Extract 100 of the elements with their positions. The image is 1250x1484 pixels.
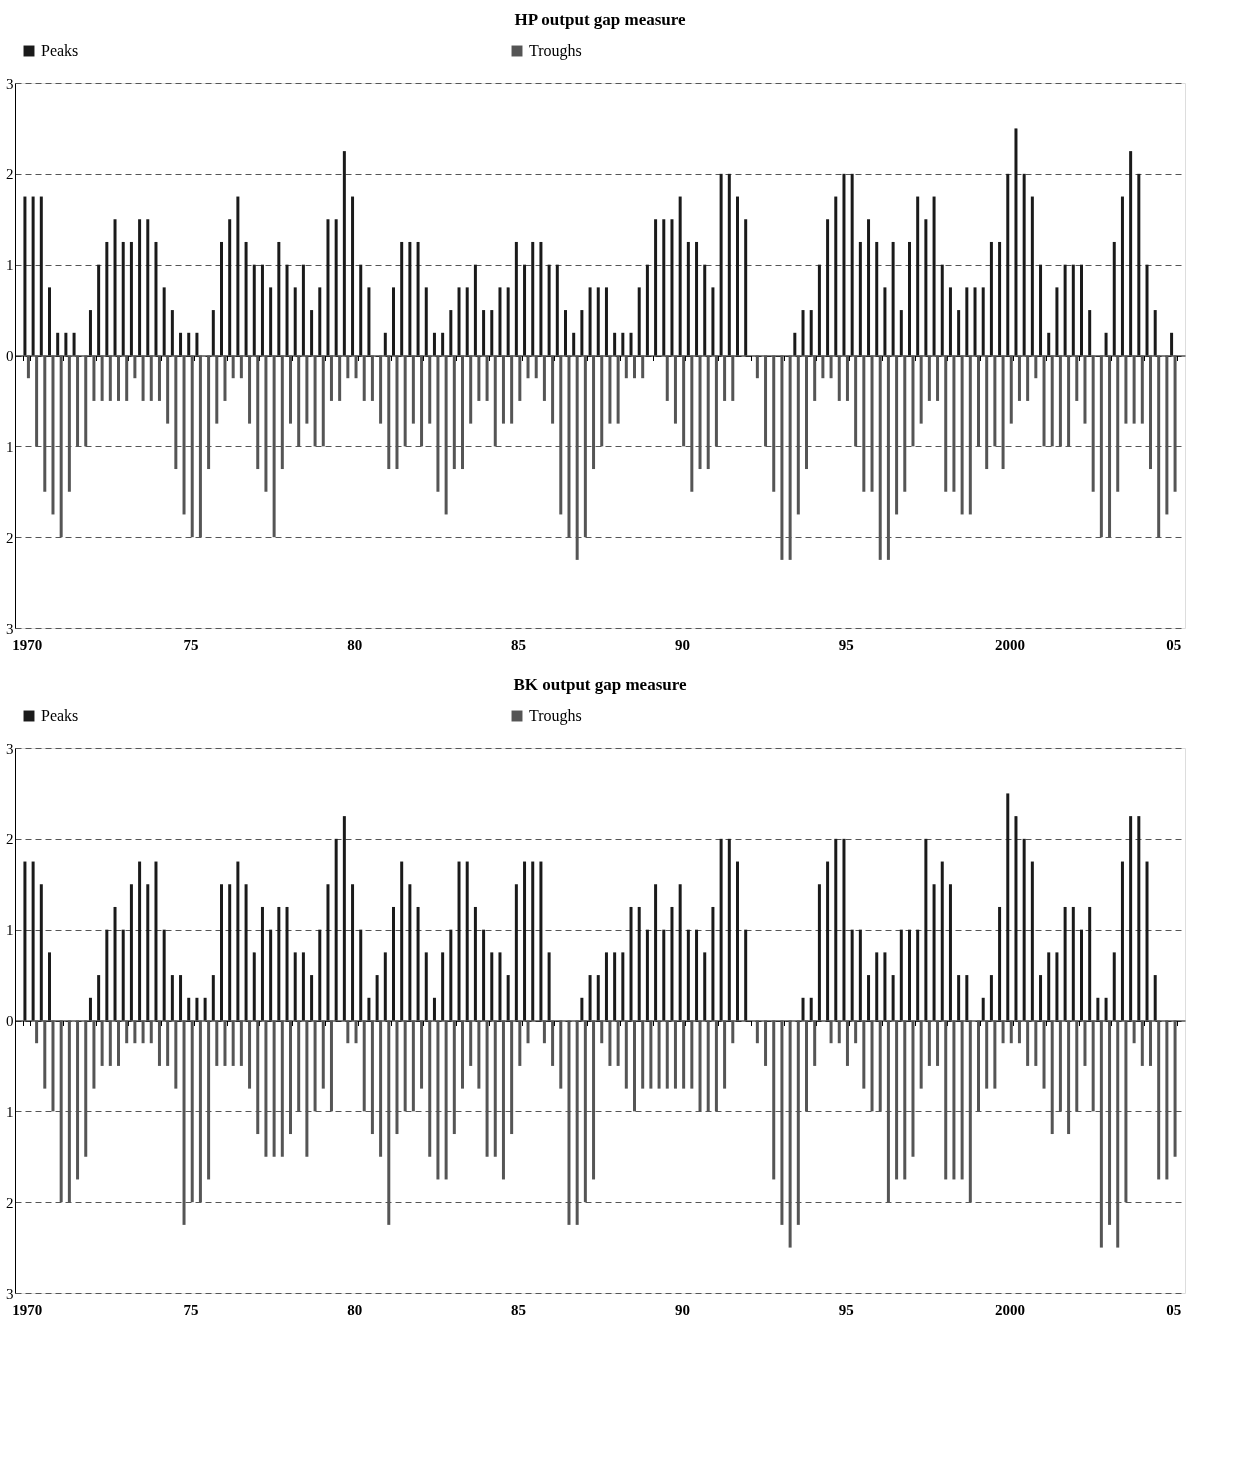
bar [633,1020,636,1112]
bar [1096,997,1100,1021]
bar [809,310,813,356]
bar [1014,128,1018,356]
y-tick-label: 3 [6,620,14,637]
bar [547,264,551,356]
bar [703,952,707,1021]
bar [105,241,109,356]
bar [764,1020,768,1066]
bar [908,929,911,1021]
bar [649,1020,653,1089]
chart-title: HP output gap measure [514,10,687,29]
bar [514,241,518,356]
bar [43,1020,47,1089]
y-tick-label: 0 [6,1013,14,1029]
bar [346,1020,350,1044]
bar [613,952,617,1021]
bar [108,355,112,401]
x-tick-label: 95 [838,1301,854,1318]
bar [645,264,649,356]
bar [239,355,243,379]
x-tick-label: 1970 [12,1301,43,1318]
bar [285,264,289,356]
bar [1170,332,1174,356]
bar [351,884,355,1021]
bar [1140,1020,1144,1066]
bar [441,332,445,356]
bar [891,975,895,1021]
bar [993,355,997,447]
y-tick-label: 1 [6,257,14,274]
bar [179,332,183,356]
bar [564,310,567,356]
bar [1006,793,1010,1021]
bar [469,1020,473,1066]
bar [727,838,731,1021]
bar [1132,1020,1136,1044]
bar [957,975,961,1021]
bar [170,975,174,1021]
bar [813,1020,817,1066]
bar [867,219,871,356]
bar [473,264,477,356]
bar [236,861,240,1021]
y-tick-label: 3 [6,740,14,757]
bar [1075,355,1079,401]
bar [1088,906,1092,1021]
bar [1083,355,1087,424]
bar [624,355,628,379]
bar [220,884,223,1021]
bar [927,355,931,401]
bar [301,264,305,356]
bar [293,952,297,1021]
bar [342,151,346,356]
bar [673,1020,677,1089]
bar [457,287,461,356]
x-tick-label: 2000 [995,1301,1026,1318]
bar [621,332,625,356]
bar [1145,861,1149,1021]
bar [927,1020,931,1066]
bar [858,241,862,356]
bar [260,264,264,356]
bar [981,997,985,1021]
bar [624,1020,628,1089]
bar [936,355,940,401]
bar [392,287,395,356]
bar [457,861,461,1021]
bar [842,173,846,356]
bar [39,196,43,356]
bar [248,355,252,424]
bar [166,355,170,424]
bar [829,355,833,379]
y-tick-label: 3 [6,1285,14,1302]
bar [72,332,76,356]
bar [608,355,612,424]
bar [719,173,723,356]
x-tick-label: 2000 [995,636,1026,653]
bar [727,173,731,356]
bar [285,906,289,1021]
bar [1042,1020,1046,1089]
bar [252,264,256,356]
bar [449,929,453,1021]
bar [92,355,96,401]
bar [1014,816,1018,1021]
bar [551,1020,555,1066]
bar [891,241,895,356]
bar [932,196,936,356]
bar [1017,355,1021,401]
bar [580,997,584,1021]
x-tick-label: 05 [1166,1301,1182,1318]
bar [338,355,342,401]
bar [223,1020,227,1066]
bar [121,929,125,1021]
bar [523,861,527,1021]
bar [673,355,677,424]
bar [375,975,379,1021]
bar [993,1020,997,1089]
bar [129,884,133,1021]
bar [334,838,338,1021]
bar [334,219,338,356]
x-tick-label: 1970 [12,636,43,653]
bar [392,906,395,1021]
